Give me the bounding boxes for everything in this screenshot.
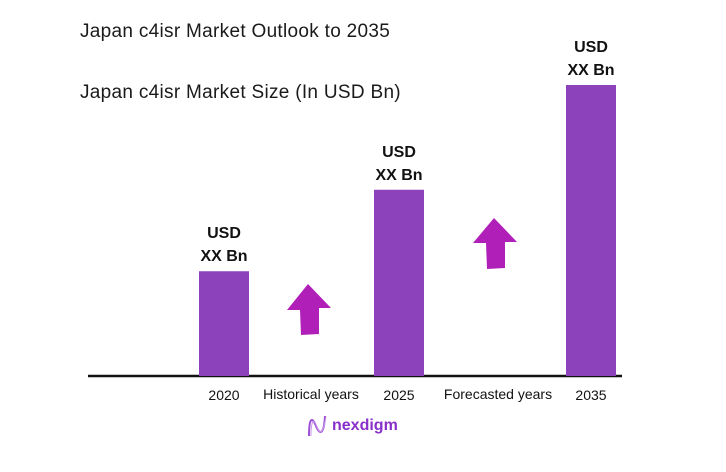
bar-2025 [374,189,424,376]
value-label-currency: USD [207,225,241,242]
arrow-up-icon [473,218,517,269]
period-label-forecasted: Forecasted years [444,386,552,402]
value-label-amount: XX Bn [375,167,422,184]
value-label-currency: USD [382,144,416,161]
x-tick-label: 2020 [208,387,239,403]
bar-2035 [566,85,616,376]
nexdigm-logo-icon [308,415,327,437]
chart-title: Japan c4isr Market Outlook to 2035 [80,21,391,42]
arrow-up-icon [287,284,331,335]
bar-2020 [199,271,249,376]
period-label-historical: Historical years [263,386,359,402]
value-label-currency: USD [574,39,608,56]
x-tick-label: 2035 [575,387,606,403]
brand-name: nexdigm [332,417,398,434]
chart-subtitle: Japan c4isr Market Size (In USD Bn) [80,82,401,103]
value-label-amount: XX Bn [567,62,614,79]
x-tick-label: 2025 [383,387,414,403]
nexdigm-logo: nexdigm [306,414,398,438]
value-label-amount: XX Bn [200,248,247,265]
